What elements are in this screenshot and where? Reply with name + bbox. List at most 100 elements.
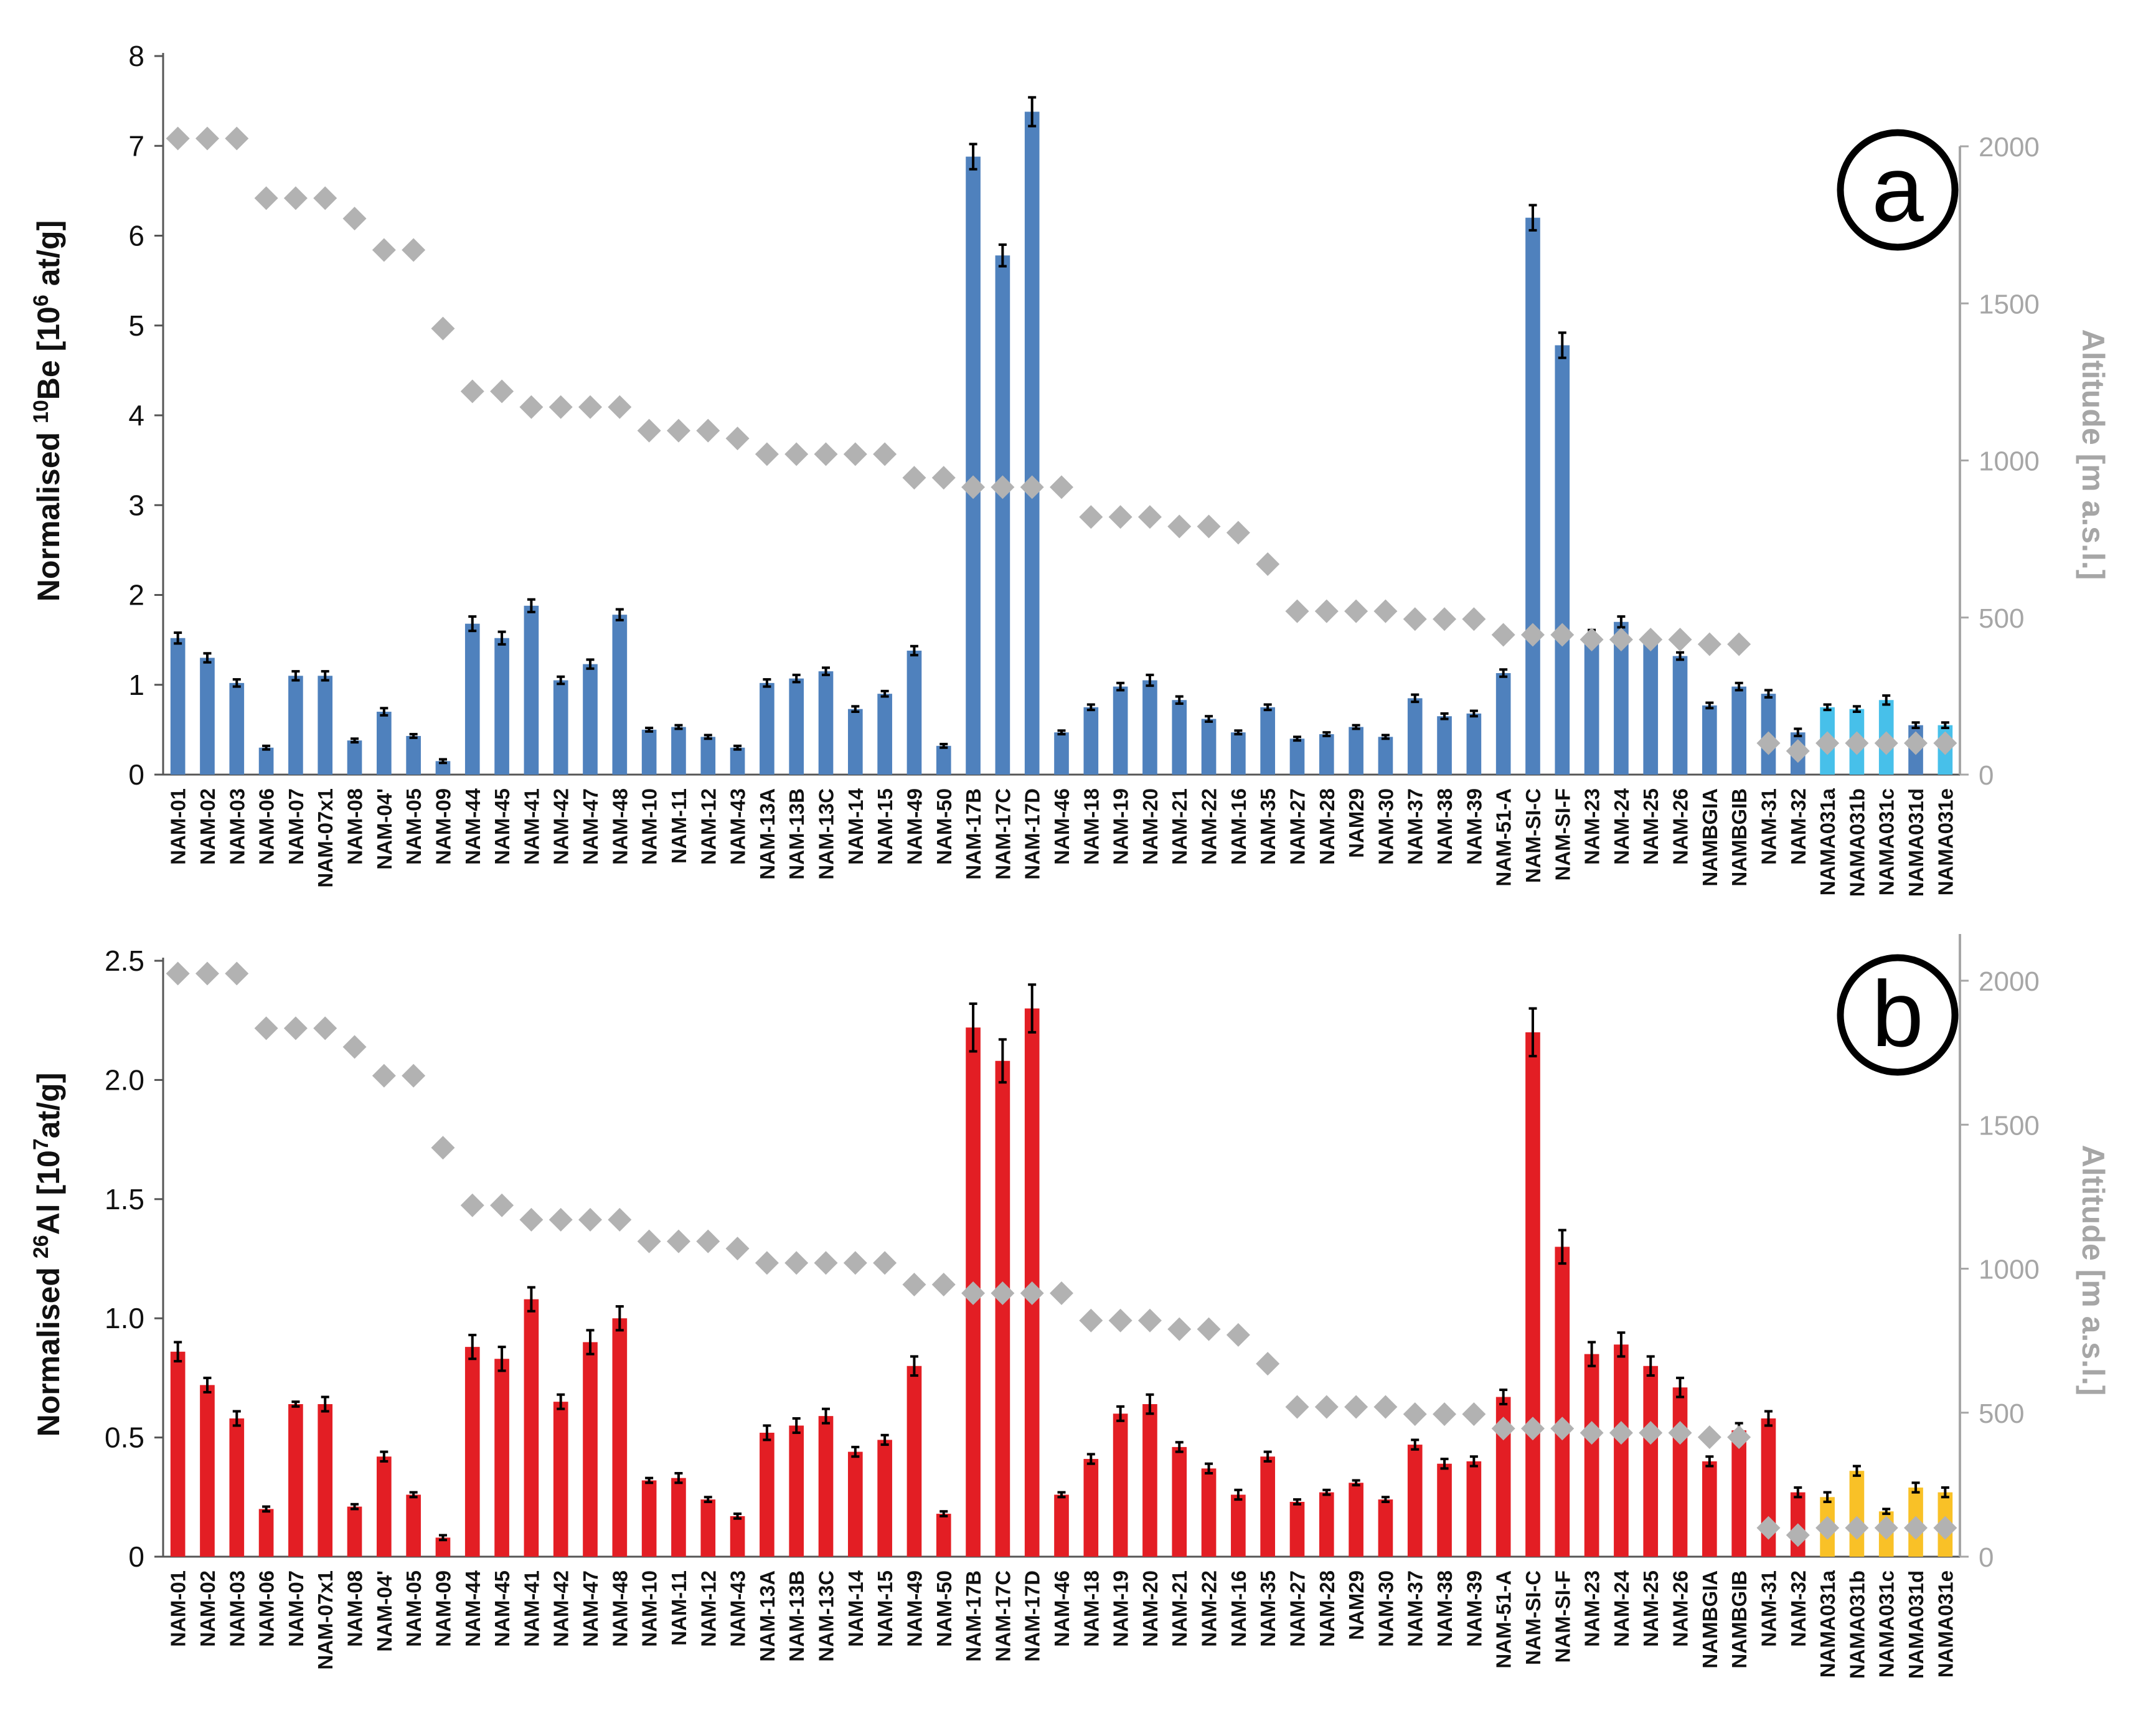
- bar: [347, 740, 362, 775]
- bar: [1024, 111, 1040, 775]
- x-tick-label: NAM-23: [1581, 788, 1604, 865]
- altitude-marker: [225, 961, 249, 986]
- altitude-marker: [254, 186, 278, 210]
- bar: [1054, 732, 1069, 775]
- x-tick-label: NAM-19: [1109, 1570, 1132, 1647]
- bar: [612, 615, 628, 775]
- x-tick-label: NAM-13A: [756, 788, 779, 880]
- y-tick-label: 5: [128, 309, 144, 342]
- bar: [170, 1351, 186, 1557]
- altitude-marker: [549, 1207, 573, 1232]
- bar: [318, 676, 333, 775]
- altitude-marker: [1050, 475, 1073, 499]
- altitude-marker: [1697, 1425, 1721, 1450]
- x-tick-label: NAM-07x1: [314, 788, 337, 888]
- altitude-marker: [1580, 1421, 1604, 1445]
- altitude-marker: [902, 1272, 926, 1296]
- x-tick-label: NAM-47: [579, 1570, 602, 1647]
- altitude-marker: [902, 466, 926, 490]
- altitude-marker: [1520, 623, 1545, 647]
- bar: [229, 682, 245, 775]
- altitude-marker: [1373, 1395, 1398, 1419]
- x-tick-label: NAM-13B: [785, 1570, 808, 1662]
- y-right-axis-label: Altitude [m a.s.l.]: [2076, 1145, 2111, 1396]
- altitude-marker: [784, 1251, 809, 1275]
- altitude-marker: [283, 1016, 308, 1040]
- altitude-marker: [1403, 1402, 1427, 1427]
- y-axis-label-superscript: 6: [29, 295, 53, 306]
- bar: [1231, 732, 1246, 775]
- bar: [1731, 1430, 1746, 1557]
- altitude-marker: [1727, 632, 1751, 656]
- altitude-marker: [1609, 1421, 1633, 1445]
- x-tick-label: NAM-50: [933, 1570, 956, 1647]
- altitude-marker: [1137, 1308, 1162, 1333]
- panel-label-circle: [1837, 954, 1959, 1076]
- altitude-marker: [1697, 632, 1721, 656]
- altitude-marker: [1874, 731, 1898, 755]
- bar: [524, 1299, 539, 1557]
- x-tick-label: NAM-04': [373, 1570, 396, 1652]
- altitude-marker: [1786, 1523, 1810, 1547]
- x-tick-label: NAM-39: [1462, 788, 1486, 865]
- bar: [995, 255, 1010, 775]
- bar: [877, 1440, 892, 1557]
- bar: [524, 605, 539, 775]
- x-tick-label: NAM-06: [255, 1570, 278, 1647]
- bar: [966, 156, 981, 775]
- x-tick-label: NAM-27: [1286, 788, 1309, 865]
- altitude-marker: [755, 1251, 779, 1275]
- x-tick-label: NAM-47: [579, 788, 602, 865]
- altitude-marker: [696, 418, 720, 443]
- altitude-marker: [166, 126, 190, 151]
- y-right-tick-label: 500: [1979, 603, 2024, 634]
- bar: [1201, 1468, 1217, 1557]
- bar: [1702, 705, 1717, 775]
- altitude-marker: [431, 316, 455, 341]
- altitude-marker: [1933, 731, 1957, 755]
- bar: [200, 1385, 215, 1557]
- y-tick-label: 3: [128, 489, 144, 521]
- x-tick-label: NAM-17D: [1021, 1570, 1044, 1662]
- bar: [406, 1494, 421, 1557]
- x-tick-label: NAM29: [1345, 788, 1368, 858]
- bar: [1289, 1501, 1305, 1557]
- x-tick-label: NAM-13B: [785, 788, 808, 880]
- altitude-marker: [1874, 1516, 1898, 1540]
- altitude-marker: [1933, 1516, 1957, 1540]
- bar: [818, 1416, 834, 1557]
- x-tick-label: NAMA031b: [1845, 788, 1868, 897]
- bar: [1319, 734, 1334, 775]
- x-tick-label: NAM-49: [903, 1570, 926, 1647]
- bar: [1083, 707, 1099, 775]
- x-tick-label: NAM29: [1345, 1570, 1368, 1640]
- altitude-marker: [1020, 1281, 1044, 1305]
- x-tick-label: NAM-21: [1168, 788, 1191, 865]
- x-tick-label: NAM-07: [285, 1570, 308, 1647]
- x-tick-label: NAM-31: [1757, 1570, 1780, 1647]
- x-tick-label: NAM-SI-F: [1551, 788, 1574, 880]
- altitude-marker: [372, 1064, 396, 1088]
- x-tick-label: NAM-09: [431, 1570, 454, 1647]
- bar: [1231, 1494, 1246, 1557]
- x-tick-label: NAM-12: [697, 1570, 720, 1647]
- x-tick-label: NAM-02: [196, 788, 219, 865]
- x-tick-label: NAM-05: [402, 1570, 425, 1647]
- altitude-marker: [254, 1016, 278, 1040]
- x-tick-label: NAMBGIB: [1728, 1570, 1751, 1669]
- altitude-marker: [1373, 599, 1398, 623]
- altitude-marker: [1167, 1317, 1192, 1341]
- x-tick-label: NAM-17D: [1021, 788, 1044, 880]
- x-tick-label: NAM-44: [461, 788, 484, 864]
- altitude-marker: [1344, 1395, 1368, 1419]
- y-right-tick-label: 1000: [1979, 1255, 2040, 1285]
- altitude-marker: [1226, 1323, 1250, 1347]
- bar: [464, 1347, 480, 1557]
- x-tick-label: NAM-09: [431, 788, 454, 865]
- altitude-marker: [696, 1229, 720, 1253]
- bar: [200, 658, 215, 775]
- altitude-marker: [402, 1064, 426, 1088]
- x-tick-label: NAM-08: [344, 1570, 367, 1647]
- bar: [1555, 1247, 1570, 1557]
- x-tick-label: NAM-SI-F: [1551, 1570, 1574, 1663]
